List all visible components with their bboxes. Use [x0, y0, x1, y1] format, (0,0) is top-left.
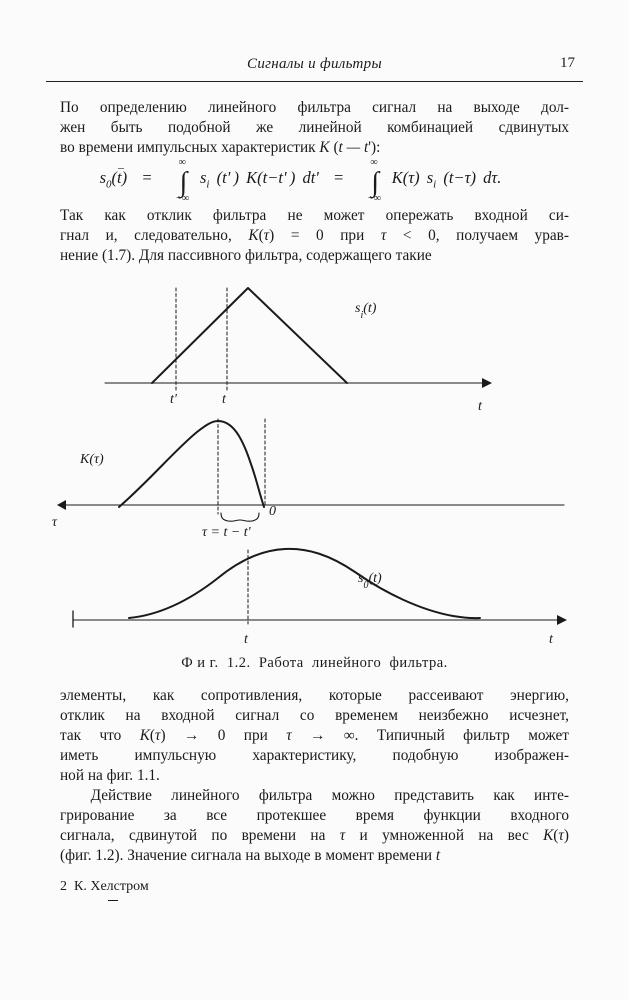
svg-text:t: t	[478, 399, 483, 414]
svg-text:K(τ): K(τ)	[79, 452, 104, 467]
svg-text:t: t	[244, 632, 249, 647]
svg-text:t: t	[549, 632, 554, 647]
svg-text:0: 0	[269, 504, 276, 519]
svg-text:τ: τ	[52, 515, 58, 530]
svg-text:τ = t − t': τ = t − t'	[202, 525, 252, 540]
svg-text:t': t'	[170, 392, 178, 407]
svg-text:si(t): si(t)	[355, 301, 377, 321]
svg-text:t: t	[222, 392, 227, 407]
